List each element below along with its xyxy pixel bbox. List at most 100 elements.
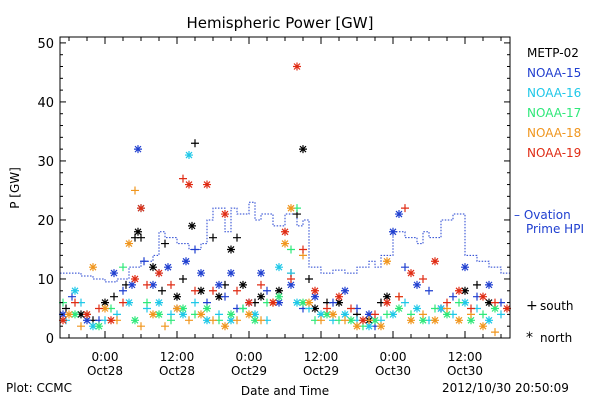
data-point-north (65, 310, 73, 319)
data-point-south (341, 316, 349, 325)
data-point-south (221, 292, 229, 301)
data-point-north (149, 263, 157, 272)
data-point-north (275, 286, 283, 295)
data-point-south (209, 316, 217, 325)
data-point-south (425, 286, 433, 295)
data-point-north (479, 322, 487, 331)
data-point-north (341, 286, 349, 295)
data-point-north (389, 227, 397, 236)
legend-entry-noaa-18: NOAA-18 (527, 126, 581, 140)
data-point-north (503, 304, 511, 313)
data-point-south (209, 233, 217, 242)
legend-marker-label: north (540, 331, 572, 345)
data-point-south (95, 304, 103, 313)
data-point-north (215, 292, 223, 301)
data-point-north (83, 316, 91, 325)
data-point-north (71, 310, 79, 319)
data-point-north (221, 210, 229, 219)
data-point-south (257, 316, 265, 325)
data-point-north (251, 310, 259, 319)
data-point-south (137, 322, 145, 331)
data-point-south (497, 310, 505, 319)
data-point-south (299, 245, 307, 254)
legend-marker-label: south (540, 299, 574, 313)
data-point-north (134, 145, 142, 154)
data-point-north (347, 316, 355, 325)
data-point-north (281, 239, 289, 248)
data-point-north (323, 310, 331, 319)
data-point-south (68, 292, 76, 301)
data-point-south (449, 292, 457, 301)
data-point-south (143, 280, 151, 289)
data-point-north (377, 322, 385, 331)
data-point-north (245, 310, 253, 319)
data-point-north (131, 274, 139, 283)
data-point-north (155, 310, 163, 319)
data-point-north (203, 180, 211, 189)
data-point-north (215, 280, 223, 289)
data-point-north (461, 298, 469, 307)
data-point-south (140, 257, 148, 266)
data-point-north (413, 304, 421, 313)
data-point-north (287, 280, 295, 289)
data-point-south (443, 298, 451, 307)
data-point-north (383, 292, 391, 301)
data-point-south (347, 304, 355, 313)
y-tick-label: 0 (46, 332, 54, 347)
x-tick-label-time: 0:00 (380, 350, 407, 364)
x-tick-label-date: Oct29 (231, 364, 267, 378)
x-tick-label-date: Oct29 (303, 364, 339, 378)
data-point-south (77, 322, 85, 331)
data-point-north (155, 298, 163, 307)
data-point-north (185, 151, 193, 160)
data-point-north (383, 257, 391, 266)
data-point-south (233, 233, 241, 242)
data-point-north (89, 263, 97, 272)
data-point-north (461, 263, 469, 272)
data-points-layer (59, 62, 511, 337)
data-point-south (119, 263, 127, 272)
data-point-north (431, 257, 439, 266)
data-point-north (227, 316, 235, 325)
data-point-south (323, 304, 331, 313)
data-point-north (335, 292, 343, 301)
data-point-north (101, 298, 109, 307)
timestamp: 2012/10/30 20:50:09 (442, 381, 569, 395)
data-point-south (467, 304, 475, 313)
data-point-north (155, 269, 163, 278)
axes-layer: 010203040500:00Oct2812:00Oct280:00Oct291… (37, 37, 510, 378)
data-point-north (365, 322, 373, 331)
data-point-north (281, 227, 289, 236)
data-point-south (401, 298, 409, 307)
data-point-north (131, 316, 139, 325)
data-point-north (101, 304, 109, 313)
data-point-south (479, 310, 487, 319)
x-tick-label-time: 0:00 (92, 350, 119, 364)
data-point-south (191, 298, 199, 307)
data-point-north (149, 280, 157, 289)
legend-marker-symbol: + (526, 298, 538, 314)
data-point-south (179, 274, 187, 283)
data-point-north (197, 269, 205, 278)
data-point-north (185, 180, 193, 189)
data-point-north (395, 210, 403, 219)
data-point-south (317, 316, 325, 325)
data-point-south (395, 292, 403, 301)
data-point-north (179, 304, 187, 313)
data-point-north (359, 316, 367, 325)
data-point-south (233, 286, 241, 295)
data-point-north (89, 322, 97, 331)
data-point-north (197, 286, 205, 295)
data-point-south (239, 304, 247, 313)
y-tick-label: 40 (37, 96, 54, 111)
data-point-south (419, 310, 427, 319)
data-point-south (119, 298, 127, 307)
data-point-north (257, 292, 265, 301)
data-point-north (407, 269, 415, 278)
data-point-north (413, 280, 421, 289)
data-point-south (191, 286, 199, 295)
data-point-south (71, 298, 79, 307)
data-point-north (173, 304, 181, 313)
data-point-north (443, 310, 451, 319)
data-point-north (479, 292, 487, 301)
